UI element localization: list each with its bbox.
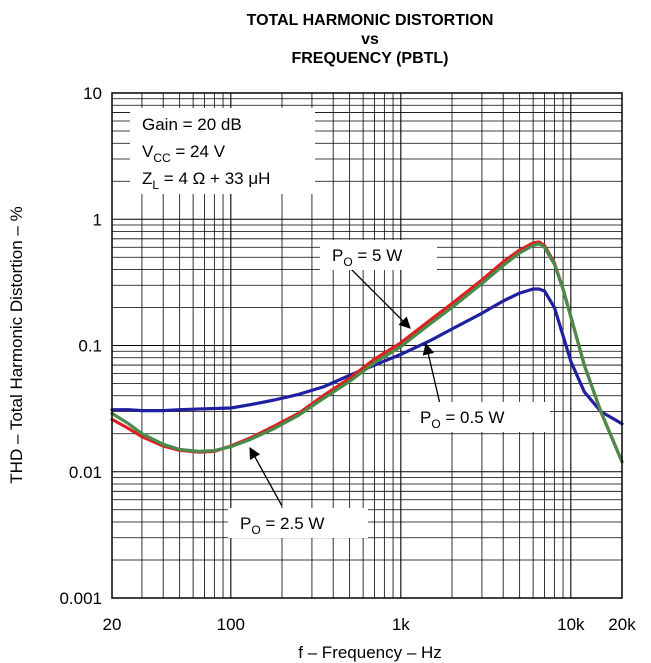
series-lines (110, 240, 624, 464)
x-axis-label: f – Frequency – Hz (298, 643, 442, 662)
x-tick-label: 20 (103, 615, 122, 634)
y-tick-label: 0.01 (69, 463, 102, 482)
y-tick-label: 0.001 (59, 589, 102, 608)
annotation-arrow (422, 342, 441, 405)
condition-gain: Gain = 20 dB (142, 115, 242, 134)
y-tick-label: 0.1 (78, 337, 102, 356)
title-line-1: TOTAL HARMONIC DISTORTION (247, 12, 494, 29)
y-axis-label: THD – Total Harmonic Distortion – % (7, 206, 26, 483)
series-label-1: PO = 5 W (332, 246, 402, 269)
series-label-box (320, 240, 437, 270)
x-tick-label: 100 (217, 615, 245, 634)
conditions-box (130, 108, 315, 194)
axis-ticks: 20 100 1k 10k 20k 10 1 0.1 0.01 0.001 (59, 84, 636, 634)
annotation-arrow (349, 267, 411, 329)
title-line-3: FREQUENCY (PBTL) (291, 50, 448, 67)
series-label-box (410, 402, 550, 432)
y-tick-label: 10 (83, 84, 102, 103)
series-label-0: PO = 0.5 W (420, 408, 504, 431)
y-tick-label: 1 (93, 210, 102, 229)
series-line-0 (110, 287, 624, 426)
x-tick-label: 1k (392, 615, 410, 634)
chart-title: TOTAL HARMONIC DISTORTION vs FREQUENCY (… (247, 12, 494, 67)
title-line-2: vs (361, 31, 379, 48)
series-label-2: PO = 2.5 W (240, 514, 324, 537)
plot-frame (111, 92, 623, 599)
annotations: Gain = 20 dB VCC = 24 V ZL = 4 Ω + 33 μH PO… (130, 108, 550, 538)
annotation-arrow (249, 446, 283, 507)
series-label-box (228, 508, 368, 538)
condition-vcc: VCC = 24 V (142, 142, 226, 165)
series-line-2 (110, 242, 624, 464)
x-tick-label: 20k (608, 615, 636, 634)
condition-zl: ZL = 4 Ω + 33 μH (142, 169, 270, 192)
x-tick-label: 10k (557, 615, 585, 634)
